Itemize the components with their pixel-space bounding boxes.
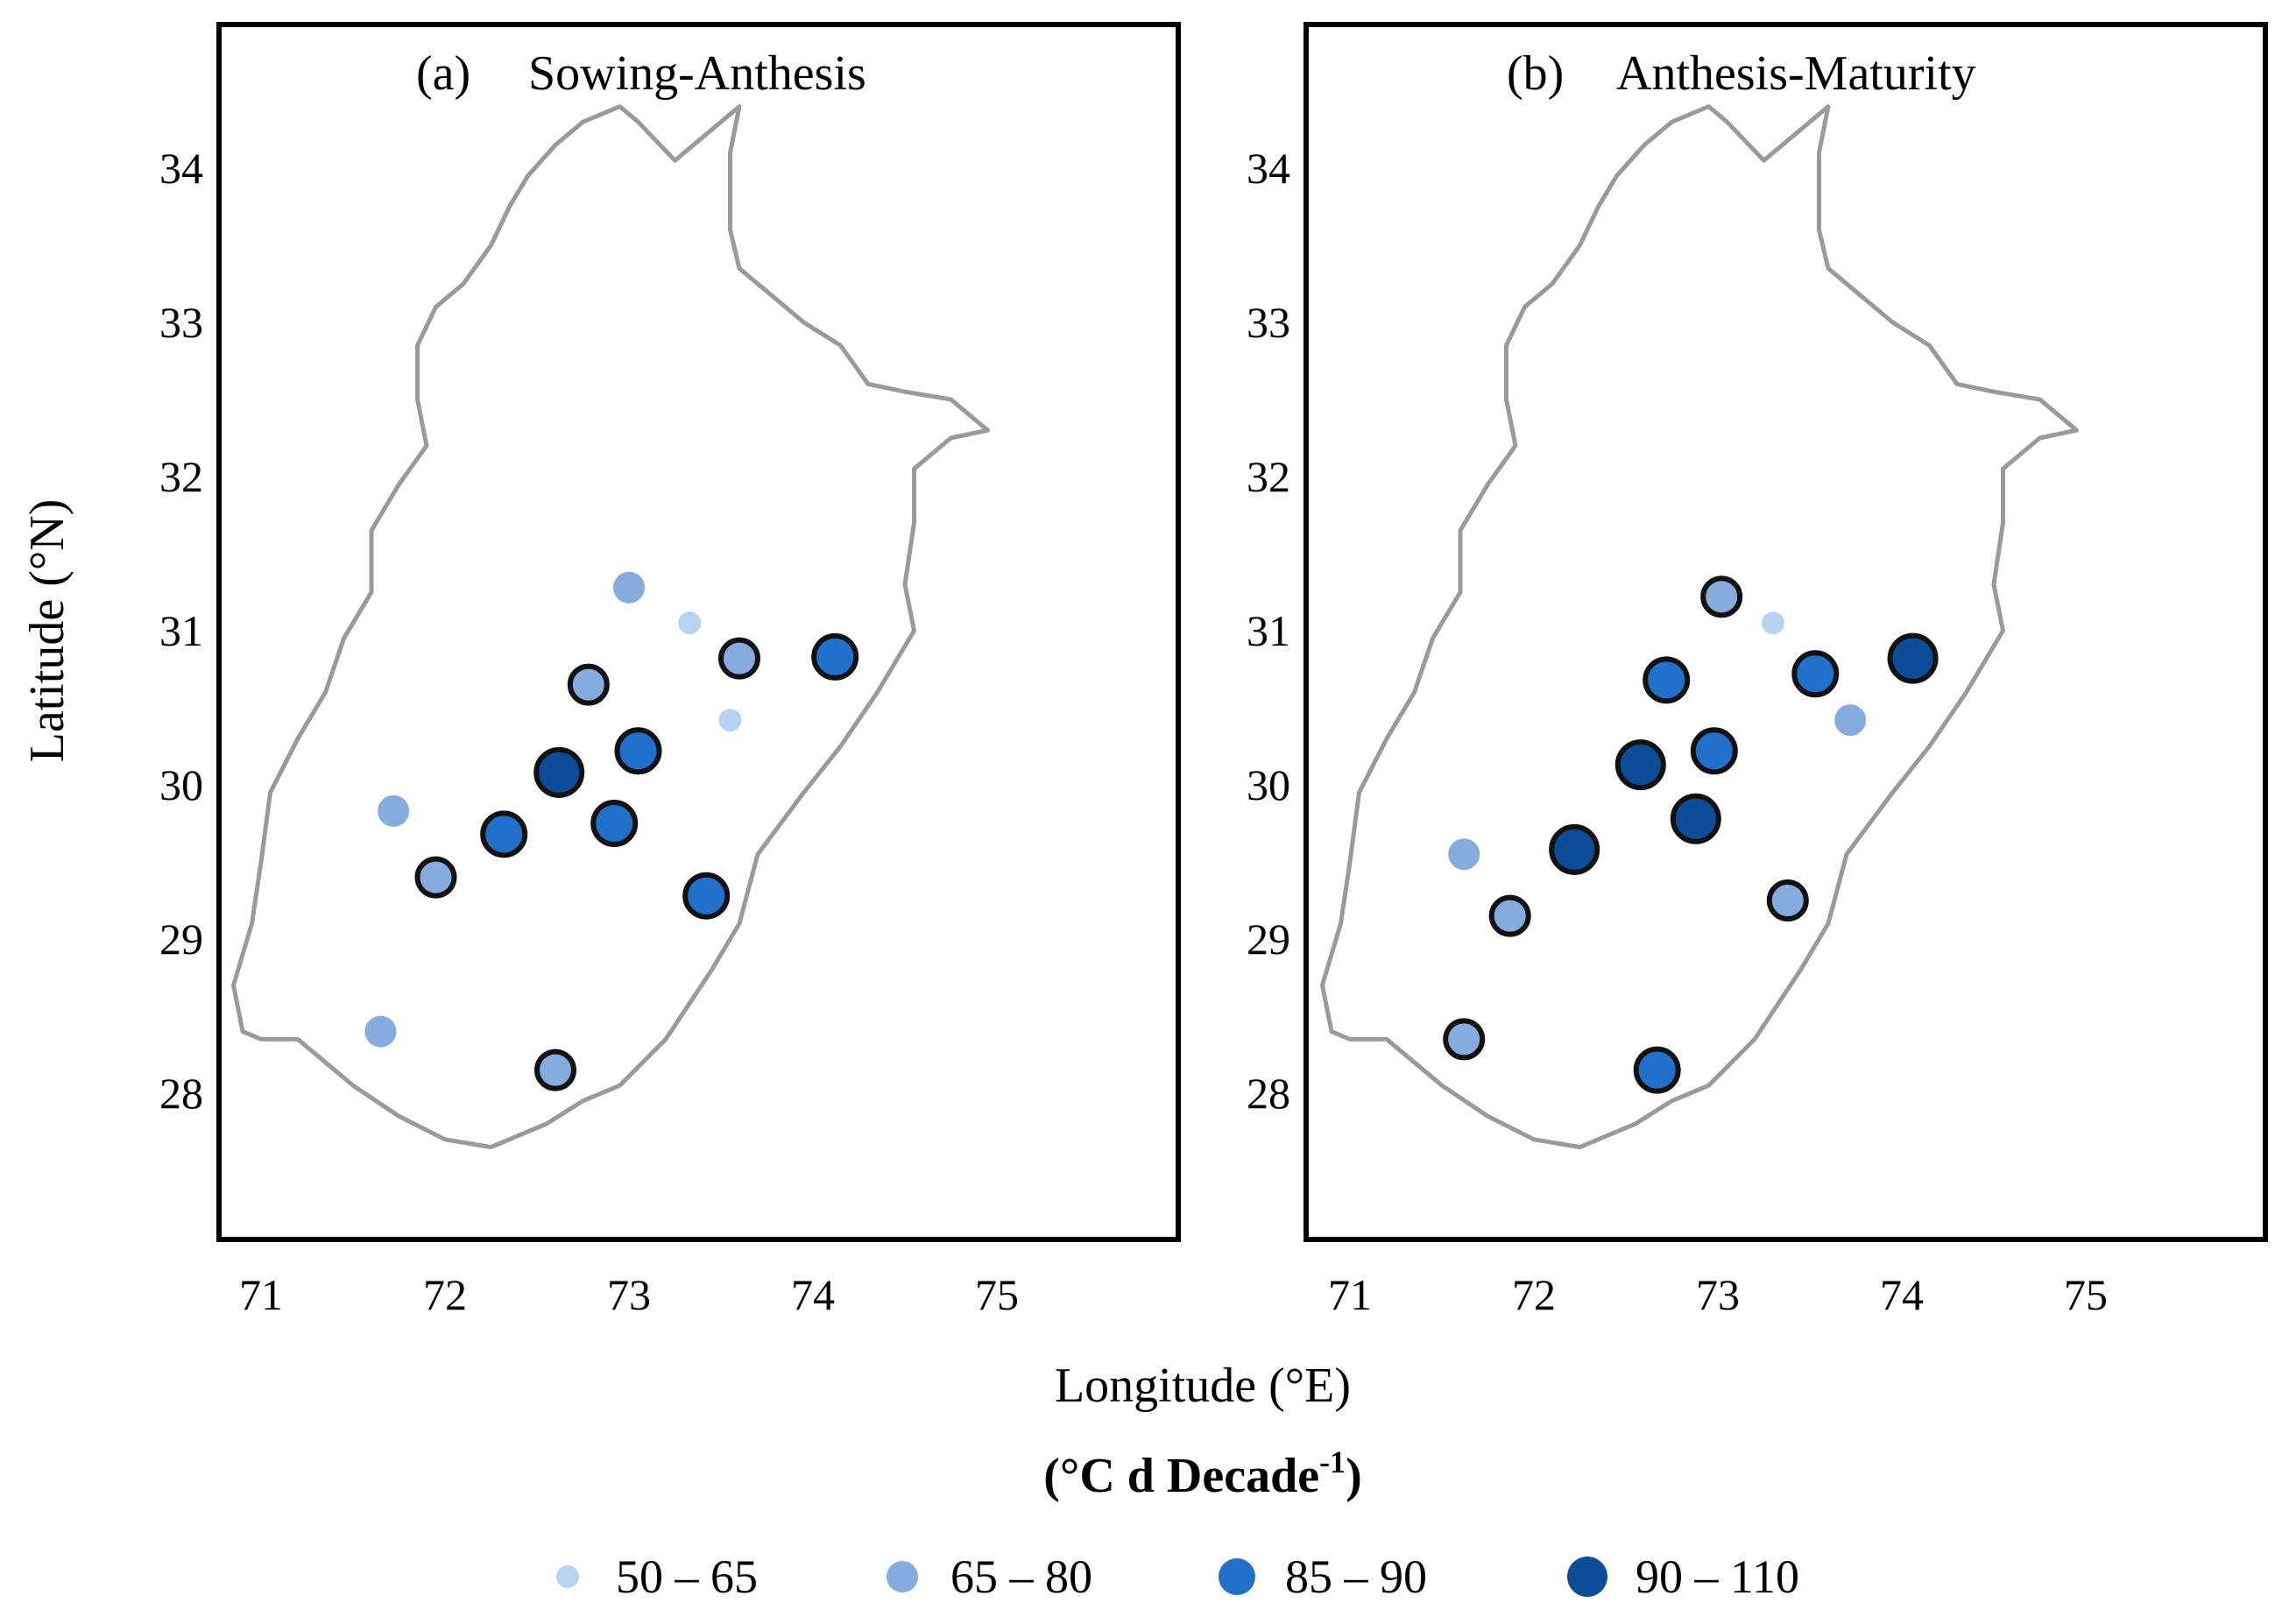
y-tick-label: 31 [159,606,203,655]
legend-label: 65 – 80 [950,1550,1092,1603]
station-point [811,632,859,681]
y-tick-label: 28 [159,1069,203,1118]
y-tick-label: 28 [1247,1069,1290,1118]
station-point [1690,727,1738,775]
station-point [567,663,610,706]
x-tick-label: 71 [239,1270,283,1319]
station-point [1549,823,1600,875]
legend-label: 90 – 110 [1636,1550,1799,1603]
station-point [682,872,731,920]
station-point [614,727,662,775]
station-point [718,709,742,732]
legend: 50 – 65 65 – 80 85 – 90 90 – 110 [556,1550,1799,1603]
x-tick-label: 72 [1512,1270,1556,1319]
y-tick-label: 33 [1247,298,1290,347]
station-point [1700,575,1743,618]
x-tick-label: 73 [607,1270,651,1319]
legend-marker [556,1565,579,1588]
unit-label: (°C d Decade-1) [1043,1444,1361,1503]
legend-label: 50 – 65 [616,1550,758,1603]
panel-b-frame [1303,22,2268,1242]
panel-a-x-ticks: 71 72 73 74 75 [239,1270,1019,1319]
station-point [1834,704,1867,737]
y-tick-label: 34 [1247,144,1290,193]
panel-b-title-prefix: (b) [1507,46,1564,101]
y-tick-label: 31 [1247,606,1290,655]
panel-b-province-boundary [1320,104,2079,1150]
panel-a-frame [216,22,1181,1242]
legend-marker [1219,1558,1255,1595]
panel-b-x-ticks: 71 72 73 74 75 [1328,1270,2108,1319]
x-tick-label: 74 [791,1270,835,1319]
station-point [1443,1018,1486,1061]
station-point [1633,1046,1681,1094]
y-tick-label: 30 [159,760,203,809]
station-point [533,746,585,798]
y-tick-label: 33 [159,298,203,347]
panel-a-province-boundary [231,104,990,1150]
station-point [1448,838,1480,871]
station-point [480,810,528,858]
legend-marker [1567,1557,1607,1597]
panel-a-title: Sowing-Anthesis [528,46,866,101]
panel-a-points [364,571,859,1091]
y-axis-label: Latitude (°N) [20,499,74,763]
station-point [364,1015,397,1048]
station-point [1643,656,1691,704]
station-point [613,571,645,604]
station-point [378,794,410,827]
x-tick-label: 74 [1880,1270,1924,1319]
y-tick-label: 32 [159,452,203,501]
unit-label-close: ) [1346,1449,1362,1503]
y-tick-label: 30 [1247,760,1290,809]
station-point [590,800,639,847]
station-point [1791,650,1840,698]
station-point [1614,739,1666,791]
station-point [414,856,457,899]
x-axis-label: Longitude (°E) [1055,1359,1351,1413]
y-tick-label: 34 [159,144,203,193]
panel-a-title-prefix: (a) [416,46,470,101]
station-point [678,611,702,635]
station-point [1670,793,1721,844]
station-point [1762,611,1784,635]
panel-b-y-ticks: 34 33 32 31 30 29 28 [1247,144,1290,1118]
unit-label-superscript: -1 [1319,1444,1346,1479]
unit-label-main: (°C d Decade [1043,1449,1319,1503]
panel-a-y-ticks: 34 33 32 31 30 29 28 [159,144,203,1118]
x-tick-label: 75 [2064,1270,2108,1319]
x-tick-label: 71 [1328,1270,1372,1319]
legend-marker [887,1561,918,1592]
station-point [1488,894,1531,937]
station-point [1766,879,1809,921]
y-tick-label: 32 [1247,452,1290,501]
station-point [534,1049,576,1091]
station-point [1887,632,1939,684]
panel-b-title: Anthesis-Maturity [1616,46,1976,101]
panel-b-points [1443,575,1939,1094]
y-tick-label: 29 [1247,914,1290,964]
x-tick-label: 75 [975,1270,1019,1319]
station-point [718,637,760,680]
y-tick-label: 29 [159,914,203,964]
legend-label: 85 – 90 [1285,1550,1427,1603]
x-tick-label: 73 [1696,1270,1740,1319]
x-tick-label: 72 [423,1270,467,1319]
